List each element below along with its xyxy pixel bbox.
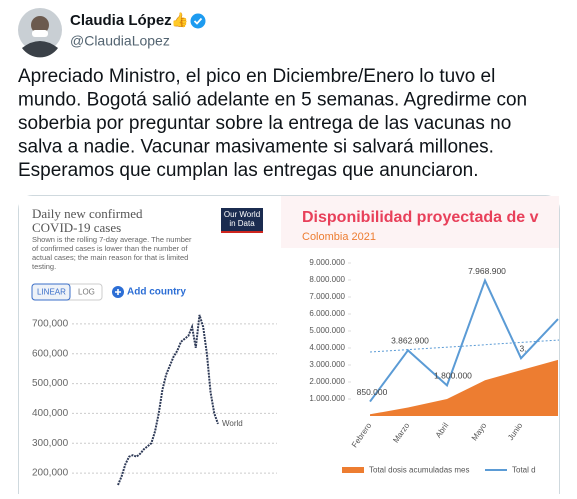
y-tick-label: 4.000.000 [309,343,345,352]
logo-bar [221,231,263,233]
y-tick-label: 2.000.000 [309,377,345,386]
legend-swatch [342,467,364,473]
avatar[interactable] [18,8,62,58]
chart-title: Disponibilidad proyectada de v [302,209,539,226]
handle[interactable]: @ClaudiaLopez [70,33,170,49]
logo [221,208,263,233]
series-line [117,314,219,486]
tweet-line: salva a nadie. Vacunar masivamente si sa… [18,137,494,158]
series-line [369,277,559,403]
chart-title: Daily new confirmed [32,206,143,221]
verified-badge [190,13,206,29]
value-label: 3. [519,343,526,353]
chart-note: actual cases; the main reason for that i… [32,253,188,262]
chart-note: testing. [32,262,56,271]
emoji: 👍 [171,12,188,29]
y-tick-label: 9.000.000 [309,258,345,267]
tweet-line: mundo. Bogotá salió adelante en 5 semana… [18,90,527,111]
y-tick-label: 1.000.000 [309,394,345,403]
logo-text: Our World [224,210,260,219]
value-label: 1.800.000 [434,371,472,381]
legend-label: Total dosis acumuladas mes [369,466,470,475]
tweet-line: Apreciado Ministro, el pico en Diciembre… [18,66,495,87]
chart-note: Shown is the rolling 7-day average. The … [32,235,192,244]
y-tick-label: 6.000.000 [309,309,345,318]
chart-title: COVID-19 cases [32,220,121,235]
y-tick-label: 8.000.000 [309,275,345,284]
tweet-line: Esperamos que cumplan las entregas que a… [18,160,479,181]
media-image[interactable]: Disponibilidad proyectada de v Colombia 2… [281,196,560,494]
y-tick-label: 200,000 [32,468,69,479]
scale-button: LOG [78,288,95,297]
y-tick-label: 7.000.000 [309,292,345,301]
header-band [281,196,559,248]
series-label: World [222,419,243,428]
value-label: 850.000 [357,387,388,397]
image-bg [19,196,277,494]
logo-text: in Data [229,219,255,228]
display-name[interactable]: Claudia López [70,12,172,29]
add-country: Add country [127,287,186,298]
value-label: 7.968.900 [468,266,506,276]
y-tick-label: 500,000 [32,378,69,389]
chart-note: of confirmed cases is lower than the num… [32,244,188,253]
area [370,359,558,416]
legend-label: Total d [512,466,536,475]
y-tick-label: 700,000 [32,319,69,330]
tweet-line: soberbia por preguntar sobre la entrega … [18,113,511,134]
tweet-text: Apreciado Ministro, el pico en Diciembre… [18,66,527,181]
y-tick-label: 3.000.000 [309,360,345,369]
y-tick-label: 600,000 [32,348,69,359]
value-label: 3.862.900 [391,336,429,346]
y-tick-label: 5.000.000 [309,326,345,335]
y-tick-label: 400,000 [32,408,69,419]
scale-button: LINEAR [37,288,66,297]
chart-subtitle: Colombia 2021 [302,231,376,243]
plus [115,289,121,295]
y-tick-label: 300,000 [32,438,69,449]
linear-button [31,283,71,301]
